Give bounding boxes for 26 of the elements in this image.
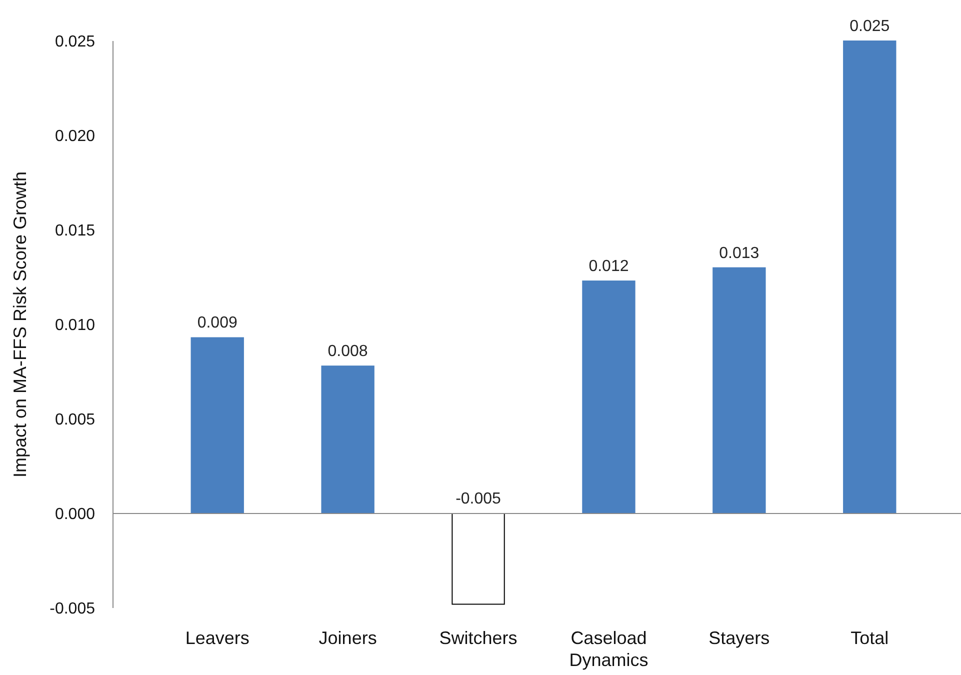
bar bbox=[321, 366, 374, 514]
bar bbox=[712, 267, 766, 514]
x-tick-label: Joiners bbox=[318, 628, 377, 648]
data-label: 0.025 bbox=[850, 18, 890, 35]
y-tick-label: 0.015 bbox=[54, 222, 96, 240]
y-tick-label: 0.020 bbox=[54, 128, 96, 146]
bar bbox=[190, 337, 244, 514]
y-axis-title: Impact on MA-FFS Risk Score Growth bbox=[10, 171, 30, 478]
data-label: -0.005 bbox=[456, 490, 502, 508]
y-tick-label: 0.000 bbox=[54, 506, 96, 524]
data-label: 0.013 bbox=[719, 244, 760, 262]
x-tick-label: Stayers bbox=[708, 628, 770, 648]
data-label: 0.012 bbox=[588, 258, 629, 276]
y-tick-label: 0.010 bbox=[54, 317, 96, 334]
bar bbox=[843, 40, 896, 514]
x-tick-label: Leavers bbox=[185, 628, 250, 648]
x-tick-label: Switchers bbox=[439, 628, 518, 648]
data-label: 0.009 bbox=[197, 314, 238, 332]
y-tick-label: -0.005 bbox=[50, 600, 96, 618]
y-tick-label: 0.005 bbox=[54, 412, 96, 429]
y-tick-label: 0.025 bbox=[54, 34, 96, 51]
bar bbox=[452, 513, 505, 605]
bar bbox=[582, 280, 636, 514]
x-tick-label: Total bbox=[850, 628, 889, 648]
data-label: 0.008 bbox=[328, 343, 368, 360]
x-tick-label: Caseload Dynamics bbox=[569, 628, 648, 670]
